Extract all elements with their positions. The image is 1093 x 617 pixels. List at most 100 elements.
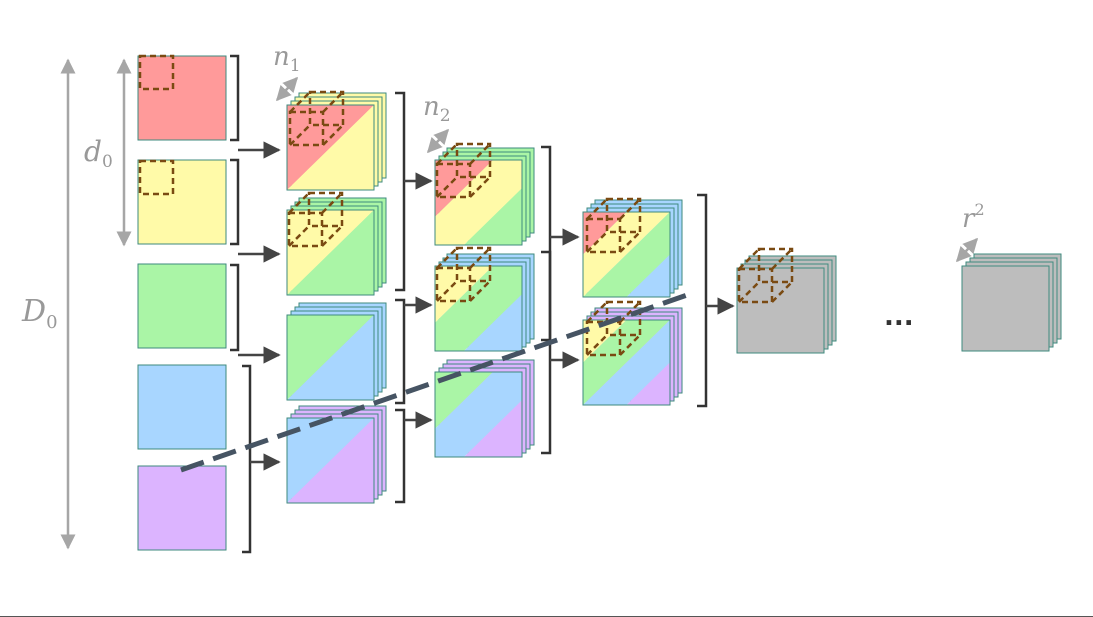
block-outline [434, 159, 523, 246]
block-input-2 [137, 263, 227, 349]
stage-layer-1 [286, 92, 387, 504]
block-l1-3 [286, 405, 387, 504]
bracket-l1-1 [395, 298, 406, 405]
cube-back [308, 90, 345, 127]
band-yellow [435, 160, 522, 245]
r2-dimension-arrow [955, 237, 979, 263]
kernel-l4-0 [737, 247, 794, 304]
cube-edge [586, 231, 608, 253]
cube-edge [321, 192, 343, 214]
block-outline [434, 265, 523, 352]
block-l3-0 [582, 199, 683, 298]
block-outline [582, 211, 671, 298]
block-l2-2 [434, 359, 535, 458]
kernel-input-1 [138, 159, 175, 196]
kernel-l2-1 [435, 246, 492, 303]
cube-edge [469, 280, 491, 302]
cube-edge [619, 301, 641, 323]
cube-edge [619, 334, 641, 356]
block-outline [582, 319, 671, 406]
brackets [230, 54, 708, 554]
stage-layer-2 [434, 147, 535, 458]
cube-edge [436, 280, 458, 302]
square-outline [138, 159, 175, 196]
cube-back [605, 300, 642, 337]
stack-layer [434, 159, 523, 246]
cube-back [757, 247, 794, 284]
n2-dimension-arrow [426, 128, 450, 154]
square-outline [138, 54, 175, 91]
cube-edge [436, 176, 458, 198]
cube-edge [619, 231, 641, 253]
band-blue [626, 254, 670, 297]
stack-layer [286, 104, 375, 191]
cube-front [737, 267, 774, 304]
bracket-l3-0 [697, 193, 708, 408]
block-outline [286, 314, 375, 401]
cube-edge [771, 248, 793, 270]
band-purple [287, 418, 374, 503]
boundary-dashed-line [180, 290, 694, 473]
fill-purple [137, 465, 227, 551]
kernel-l3-0 [585, 197, 642, 254]
cube-front [585, 320, 622, 357]
stage-input-channels [137, 55, 227, 551]
cube-front [435, 266, 472, 303]
cube-front [288, 110, 325, 147]
band-yellow [435, 266, 493, 323]
cube-back [455, 246, 492, 283]
stack-layer [582, 211, 671, 298]
block-outline [286, 209, 375, 296]
cube-back [605, 197, 642, 234]
bracket-l1-0 [395, 91, 406, 292]
arrows [238, 141, 735, 471]
cube-edge [322, 91, 344, 113]
kernel-l2-0 [435, 142, 492, 199]
band-blue [435, 372, 522, 457]
cube-edge [586, 301, 608, 323]
stack-layer [961, 265, 1050, 352]
band-blue [464, 294, 522, 351]
block-outline [736, 267, 825, 354]
block-l4-0 [736, 255, 837, 354]
stage-layer-4 [736, 255, 837, 354]
r2-label: r2 [962, 200, 985, 234]
kernel-l1-0 [288, 90, 345, 147]
band-yellow [287, 105, 374, 190]
stack-layer [434, 371, 523, 458]
cube-front [435, 162, 472, 199]
kernel-input-0 [138, 54, 175, 91]
cube-edge [469, 143, 491, 165]
n1-dimension-arrow [275, 76, 299, 102]
block-input-3 [137, 364, 227, 450]
bracket-input-2 [230, 263, 240, 352]
block-input-4 [137, 465, 227, 551]
stage-output [961, 253, 1062, 352]
fill-red [137, 55, 227, 141]
bracket-l1-2 [395, 408, 406, 504]
cube-edge [586, 334, 608, 356]
block-l1-0 [286, 92, 387, 191]
d0-label: d0 [84, 135, 113, 172]
cube-edge [738, 281, 760, 303]
fill-gray [962, 266, 1049, 351]
stack-layer [286, 209, 375, 296]
cube-front [287, 211, 324, 248]
cube-edge [436, 143, 458, 165]
kernel-l1-1 [287, 191, 344, 248]
block-input-0 [137, 55, 227, 141]
kernel-cubes [138, 54, 794, 357]
band-green [435, 372, 493, 429]
cube-front [585, 217, 622, 254]
cube-edge [436, 247, 458, 269]
cube-edge [288, 225, 310, 247]
band-purple [626, 362, 670, 405]
cube-edge [771, 281, 793, 303]
stack-layer [286, 417, 375, 504]
bracket-l2-0 [541, 145, 552, 342]
stack-layer [582, 319, 671, 406]
stack-layer [736, 267, 825, 354]
cube-back [455, 142, 492, 179]
cube-edge [289, 124, 311, 146]
